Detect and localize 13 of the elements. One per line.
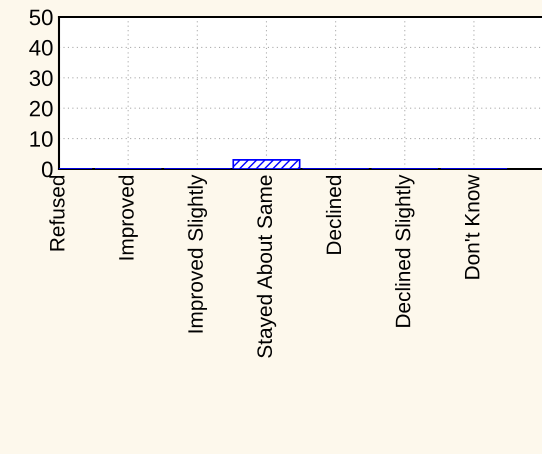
x-tick-label: Refused bbox=[49, 176, 65, 250]
x-tick-label: Stayed About Same bbox=[256, 175, 276, 358]
x-tick-label: Don't Know bbox=[464, 174, 480, 279]
y-tick-label: 10 bbox=[30, 131, 53, 147]
y-tick-label: 50 bbox=[30, 10, 53, 26]
x-tick-label: Declined Slightly bbox=[395, 174, 414, 327]
x-tick-label: Improved bbox=[118, 176, 138, 260]
y-tick-label: 30 bbox=[30, 70, 53, 86]
y-tick-label: 40 bbox=[29, 40, 53, 56]
x-tick-label: Improved Slightly bbox=[188, 174, 208, 332]
y-tick-label: 20 bbox=[30, 100, 53, 116]
x-tick-label: Declined bbox=[326, 176, 342, 254]
y-tick-label: 0 bbox=[42, 162, 53, 178]
